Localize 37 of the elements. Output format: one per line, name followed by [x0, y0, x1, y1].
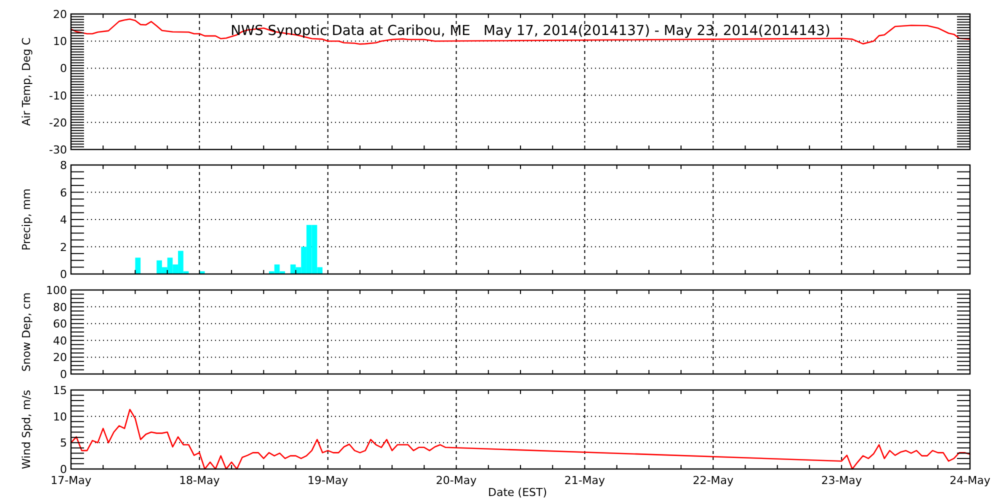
y-tick-label: 4: [60, 213, 67, 226]
y-tick-label: 0: [60, 368, 67, 380]
y-tick-label: 100: [46, 284, 67, 296]
y-axis-title: Precip, mm: [20, 188, 33, 250]
y-tick-label: 0: [60, 462, 67, 476]
y-tick-label: 10: [53, 410, 67, 423]
line-series: [70, 408, 971, 470]
x-tick-label: 21-May: [564, 474, 606, 487]
y-axis-title: Snow Dep, cm: [20, 292, 33, 372]
y-tick-label: 15: [53, 384, 67, 396]
bar: [135, 258, 141, 274]
x-axis-title: Date (EST): [488, 486, 548, 499]
x-tick-label: 17-May: [50, 474, 92, 487]
y-axis-title: Air Temp, Deg C: [20, 37, 33, 126]
y-tick-label: 10: [53, 34, 67, 48]
x-tick-label: 19-May: [308, 474, 349, 487]
y-tick-label: 40: [53, 334, 67, 347]
y-tick-label: -20: [49, 116, 67, 129]
y-tick-label: 20: [53, 8, 67, 20]
y-tick-label: -10: [49, 88, 67, 102]
y-tick-label: 5: [60, 436, 67, 450]
y-tick-label: 80: [53, 300, 67, 314]
y-tick-label: 60: [53, 317, 67, 330]
y-tick-label: 6: [60, 186, 67, 199]
y-tick-label: 20: [53, 350, 67, 364]
y-axis-title: Wind Spd, m/s: [20, 390, 33, 470]
y-tick-label: 0: [60, 62, 67, 75]
y-tick-label: 0: [60, 268, 67, 280]
x-tick-label: 23-May: [821, 474, 862, 487]
line-series: [70, 18, 971, 45]
x-tick-label: 22-May: [692, 474, 734, 487]
x-tick-label: 18-May: [179, 474, 220, 487]
x-tick-label: 24-May: [950, 474, 991, 487]
x-tick-label: 20-May: [436, 474, 478, 487]
y-tick-label: 2: [60, 240, 67, 254]
y-tick-label: 8: [60, 158, 67, 172]
y-tick-label: -30: [49, 143, 67, 156]
